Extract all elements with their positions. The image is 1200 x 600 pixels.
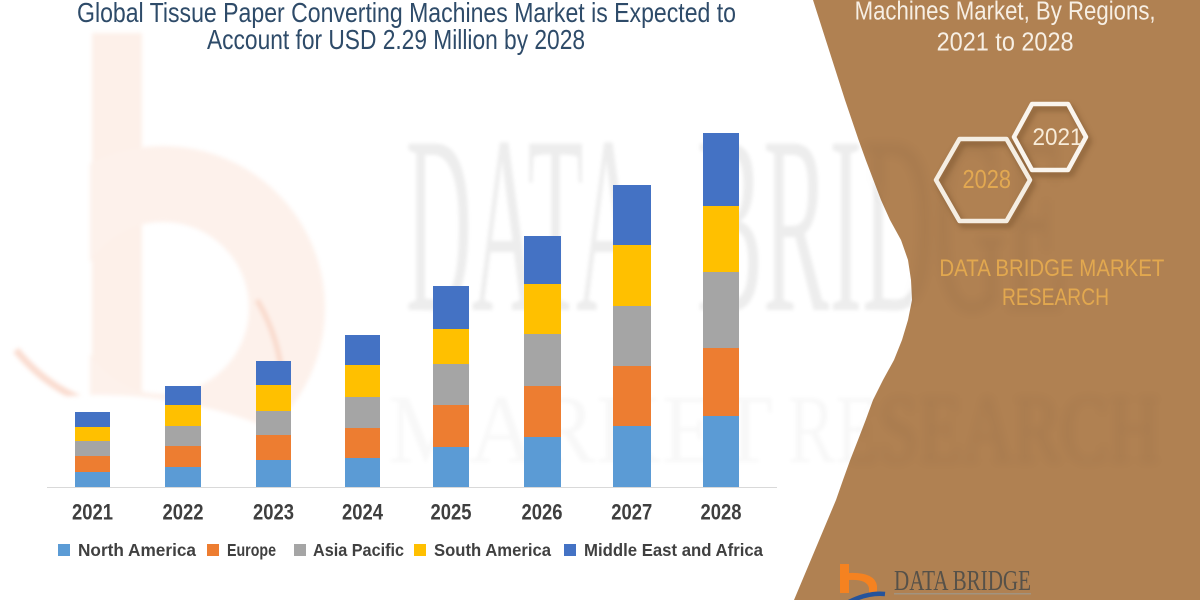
svg-text:South America: South America — [434, 540, 551, 560]
svg-text:Machines Market, By Regions,: Machines Market, By Regions, — [855, 0, 1156, 26]
svg-text:2027: 2027 — [611, 500, 652, 525]
svg-text:2023: 2023 — [253, 500, 294, 525]
svg-text:RESEARCH: RESEARCH — [1002, 284, 1109, 311]
svg-text:2021: 2021 — [1033, 124, 1083, 151]
svg-text:Asia Pacific: Asia Pacific — [313, 540, 404, 560]
svg-text:Global Tissue Paper Converting: Global Tissue Paper Converting Machines … — [77, 0, 736, 28]
svg-text:2026: 2026 — [522, 500, 563, 525]
svg-text:2022: 2022 — [163, 500, 204, 525]
svg-text:DATA BRIDGE: DATA BRIDGE — [894, 566, 1031, 597]
svg-text:2028: 2028 — [963, 164, 1012, 194]
svg-text:2021 to 2028: 2021 to 2028 — [937, 28, 1074, 56]
svg-text:Account for USD 2.29 Million b: Account for USD 2.29 Million by 2028 — [207, 24, 585, 55]
svg-text:Middle East and Africa: Middle East and Africa — [584, 540, 763, 560]
svg-text:2025: 2025 — [431, 500, 472, 525]
svg-text:2028: 2028 — [701, 500, 742, 525]
svg-text:2021: 2021 — [72, 500, 113, 525]
svg-text:2024: 2024 — [342, 500, 384, 525]
svg-text:DATA BRIDGE MARKET: DATA BRIDGE MARKET — [939, 255, 1164, 282]
svg-text:Europe: Europe — [227, 540, 276, 560]
svg-text:North America: North America — [78, 540, 196, 560]
